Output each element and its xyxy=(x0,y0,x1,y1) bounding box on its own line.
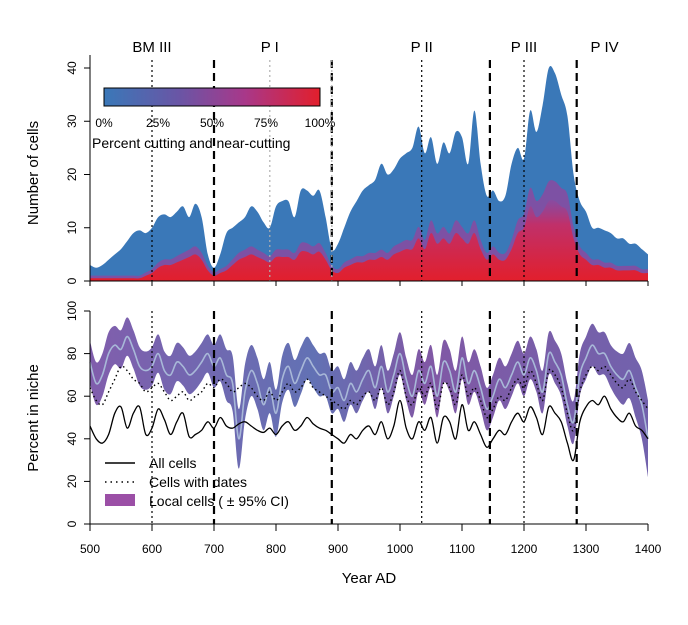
period-label: P III xyxy=(511,39,537,56)
color-legend-ticks: 0% 25% 50% 75% 100% xyxy=(95,116,335,130)
top-y-tick-label: 40 xyxy=(65,61,79,75)
legend-label-local-cells: Local cells ( ± 95% CI) xyxy=(149,493,289,509)
color-legend-bar xyxy=(103,87,321,107)
bottom-y-axis: 0 20 40 60 80 100 xyxy=(65,301,90,527)
top-y-axis: 0 10 20 30 40 xyxy=(65,61,649,286)
color-legend-tick-label: 25% xyxy=(146,116,170,130)
x-tick-label: 1200 xyxy=(511,542,538,556)
x-tick-label: 1100 xyxy=(449,542,475,556)
period-label: P II xyxy=(411,39,433,56)
x-tick-label: 800 xyxy=(266,542,286,556)
bottom-y-axis-label: Percent in niche xyxy=(25,364,42,472)
top-y-tick-label: 20 xyxy=(65,168,79,182)
period-label: BM III xyxy=(132,39,171,56)
x-tick-label: 1400 xyxy=(635,542,662,556)
bottom-y-tick-label: 80 xyxy=(65,347,79,361)
bottom-y-tick-label: 20 xyxy=(65,474,79,488)
bottom-phase-lines xyxy=(151,311,578,524)
legend-label-cells-with-dates: Cells with dates xyxy=(149,474,247,490)
ci-band-layer xyxy=(90,317,648,478)
line-legend: All cells Cells with dates Local cells (… xyxy=(105,455,289,509)
x-tick-label: 1000 xyxy=(387,542,414,556)
line-all-cells xyxy=(89,395,649,462)
bottom-y-tick-label: 40 xyxy=(65,432,79,446)
bottom-y-tick-label: 0 xyxy=(65,520,79,527)
x-tick-label: 600 xyxy=(142,542,162,556)
color-legend-tick-label: 50% xyxy=(200,116,224,130)
x-axis-label: Year AD xyxy=(342,570,397,587)
color-legend-tick-label: 0% xyxy=(95,116,113,130)
area-total-cells xyxy=(90,65,648,281)
line-series-layer xyxy=(89,335,649,462)
top-y-axis-label: Number of cells xyxy=(25,121,42,225)
x-tick-label: 500 xyxy=(80,542,100,556)
top-panel: 0 10 20 30 40 Number of cells BM III P I P II P… xyxy=(25,39,649,286)
bottom-y-tick-label: 60 xyxy=(65,389,79,403)
color-legend-tick-label: 75% xyxy=(254,116,278,130)
legend-label-all-cells: All cells xyxy=(149,455,196,471)
top-y-tick-label: 30 xyxy=(65,114,79,128)
legend-swatch-local-cells xyxy=(105,494,135,506)
top-y-tick-label: 10 xyxy=(65,221,79,235)
color-legend-tick-label: 100% xyxy=(305,116,336,130)
line-cells-with-dates xyxy=(89,365,649,432)
line-local-cells xyxy=(89,335,649,440)
period-labels: BM III P I P II P III P IV xyxy=(132,39,618,56)
x-tick-label: 1300 xyxy=(573,542,600,556)
color-legend: 0% 25% 50% 75% 100% Percent cutting and near… xyxy=(92,87,336,151)
top-y-tick-label: 0 xyxy=(65,277,79,284)
ci-band-local-cells xyxy=(90,317,648,478)
period-label: P IV xyxy=(591,39,619,56)
x-axis: 500 600 700 800 900 1000 1100 1200 1300 1400 xyxy=(80,524,662,556)
area-cutting-cells xyxy=(90,200,648,281)
bottom-y-tick-label: 100 xyxy=(65,301,79,321)
period-label: P I xyxy=(261,39,279,56)
top-area-layer xyxy=(90,65,648,281)
x-tick-label: 700 xyxy=(204,542,224,556)
bottom-panel: 0 20 40 60 80 100 500 600 700 800 900 1000 1100 1200… xyxy=(25,301,662,587)
top-phase-lines xyxy=(151,60,578,281)
color-legend-title: Percent cutting and near-cutting xyxy=(92,135,290,151)
x-tick-label: 900 xyxy=(328,542,348,556)
